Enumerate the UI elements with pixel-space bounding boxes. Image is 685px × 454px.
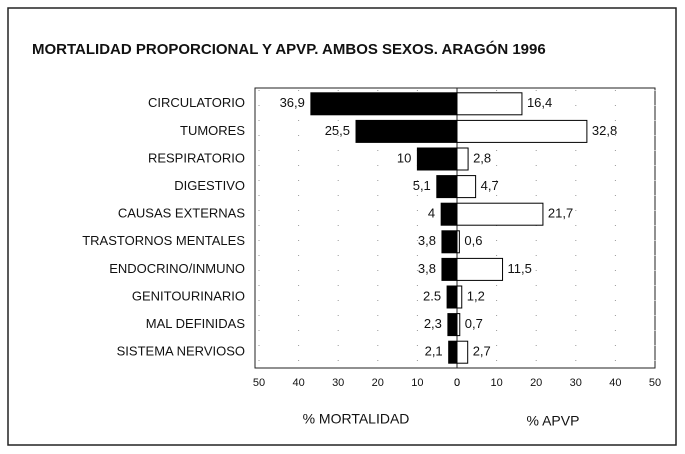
value-label: 3,8 (418, 261, 436, 276)
value-label: 11,5 (508, 261, 532, 276)
plot-frame (254, 87, 656, 369)
value-label: 16,4 (527, 95, 552, 110)
category-label: DIGESTIVO (174, 178, 245, 193)
category-label: CIRCULATORIO (148, 95, 245, 110)
x-tick-label: 30 (332, 377, 344, 389)
x-tick-label: 30 (570, 377, 582, 389)
value-label: 0,6 (464, 233, 482, 248)
category-label: RESPIRATORIO (148, 150, 245, 165)
category-label: MAL DEFINIDAS (146, 316, 246, 331)
value-label: 5,1 (413, 178, 431, 193)
value-label: 2,7 (473, 344, 491, 359)
value-label: 32,8 (592, 123, 617, 138)
bar (456, 147, 469, 171)
bar (441, 257, 458, 281)
x-tick-label: 0 (454, 377, 460, 389)
x-tick-label: 40 (609, 377, 621, 389)
bar (456, 340, 469, 364)
x-tick-label: 0 (454, 377, 460, 389)
x-tick-label: 40 (292, 377, 304, 389)
value-label: 21,7 (548, 206, 573, 221)
value-label: 25,5 (325, 123, 350, 138)
value-label: 0,7 (465, 316, 483, 331)
bar (441, 230, 458, 254)
bar (456, 119, 588, 143)
bar (416, 147, 458, 171)
bar (456, 175, 477, 199)
category-label: SISTEMA NERVIOSO (117, 344, 245, 359)
bar (456, 285, 463, 309)
value-label: 2,3 (424, 316, 442, 331)
bar (448, 340, 458, 364)
category-label: ENDOCRINO/INMUNO (109, 261, 245, 276)
bar (456, 202, 544, 226)
bar (456, 230, 460, 254)
value-label: 1,2 (467, 288, 485, 303)
bar (446, 285, 458, 309)
bar (355, 119, 458, 143)
category-label: TUMORES (180, 123, 245, 138)
x-tick-label: 10 (490, 377, 502, 389)
value-label: 4 (428, 206, 435, 221)
category-label: GENITOURINARIO (132, 288, 245, 303)
value-label: 2,1 (425, 344, 443, 359)
bar (456, 92, 523, 116)
category-label: CAUSAS EXTERNAS (118, 206, 245, 221)
value-label: 3,8 (418, 233, 436, 248)
value-label: 2,8 (473, 150, 491, 165)
x-tick-label: 20 (530, 377, 542, 389)
bar (447, 313, 458, 337)
category-label: TRASTORNOS MENTALES (82, 233, 245, 248)
axis-label: % APVP (527, 413, 580, 429)
axis-label: % MORTALIDAD (303, 411, 410, 427)
frame (7, 7, 677, 446)
bar (440, 202, 458, 226)
bar (436, 175, 458, 199)
chart-title: MORTALIDAD PROPORCIONAL Y APVP. AMBOS SE… (32, 40, 546, 58)
x-tick-label: 20 (372, 377, 384, 389)
bar (456, 313, 461, 337)
value-label: 10 (397, 150, 411, 165)
x-tick-label: 50 (649, 377, 661, 389)
bar (456, 257, 504, 281)
value-label: 4,7 (481, 178, 499, 193)
x-tick-label: 10 (411, 377, 423, 389)
x-tick-label: 50 (253, 377, 265, 389)
bar (310, 92, 458, 116)
value-label: 2.5 (423, 288, 441, 303)
value-label: 36,9 (280, 95, 305, 110)
